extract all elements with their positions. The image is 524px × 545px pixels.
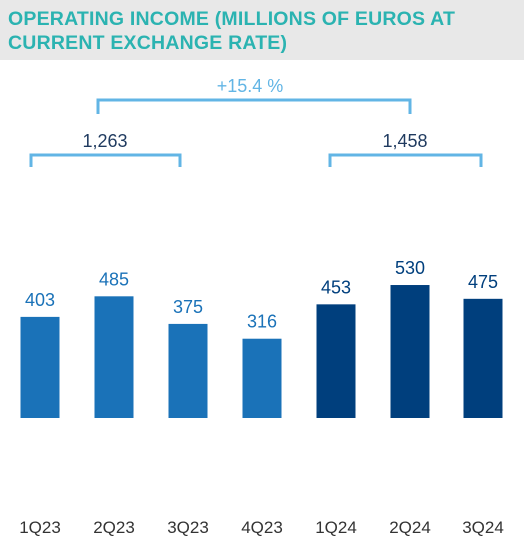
bar-3q24 bbox=[463, 298, 503, 418]
growth-label: +15.4 % bbox=[217, 76, 284, 96]
category-label-3q24: 3Q24 bbox=[462, 518, 504, 537]
operating-income-chart: +15.4 % 1,263 1,458 403 1Q23 485 2Q23 375 3Q2… bbox=[19, 76, 504, 537]
total-2023-bracket bbox=[29, 153, 182, 167]
bar-1q23 bbox=[20, 316, 60, 418]
total-2024-bracket bbox=[328, 153, 483, 167]
title-banner: OPERATING INCOME (MILLIONS OF EUROS AT C… bbox=[0, 0, 524, 60]
category-label-4q23: 4Q23 bbox=[241, 518, 283, 537]
value-label-3q24: 475 bbox=[468, 272, 498, 292]
total-2023-label: 1,263 bbox=[82, 131, 127, 151]
chart-title: OPERATING INCOME (MILLIONS OF EUROS AT C… bbox=[8, 8, 456, 54]
category-label-3q23: 3Q23 bbox=[167, 518, 209, 537]
bar-2q24 bbox=[390, 285, 430, 418]
bar-1q24 bbox=[316, 304, 356, 418]
value-label-2q23: 485 bbox=[99, 269, 129, 289]
bar-3q23 bbox=[168, 323, 208, 418]
value-label-4q23: 316 bbox=[247, 312, 277, 332]
value-label-1q24: 453 bbox=[321, 277, 351, 297]
category-label-2q24: 2Q24 bbox=[389, 518, 431, 537]
bar-4q23 bbox=[242, 338, 282, 418]
category-label-1q24: 1Q24 bbox=[315, 518, 357, 537]
value-label-1q23: 403 bbox=[25, 290, 55, 310]
growth-bracket bbox=[96, 98, 412, 114]
bars-group: 403 1Q23 485 2Q23 375 3Q23 316 4Q23 453 1Q24 530 2Q… bbox=[19, 258, 504, 537]
category-label-1q23: 1Q23 bbox=[19, 518, 61, 537]
total-2024-label: 1,458 bbox=[382, 131, 427, 151]
comparison-brackets: +15.4 % 1,263 1,458 bbox=[29, 76, 483, 167]
bar-2q23 bbox=[94, 296, 134, 418]
value-label-3q23: 375 bbox=[173, 297, 203, 317]
category-label-2q23: 2Q23 bbox=[93, 518, 135, 537]
value-label-2q24: 530 bbox=[395, 258, 425, 278]
